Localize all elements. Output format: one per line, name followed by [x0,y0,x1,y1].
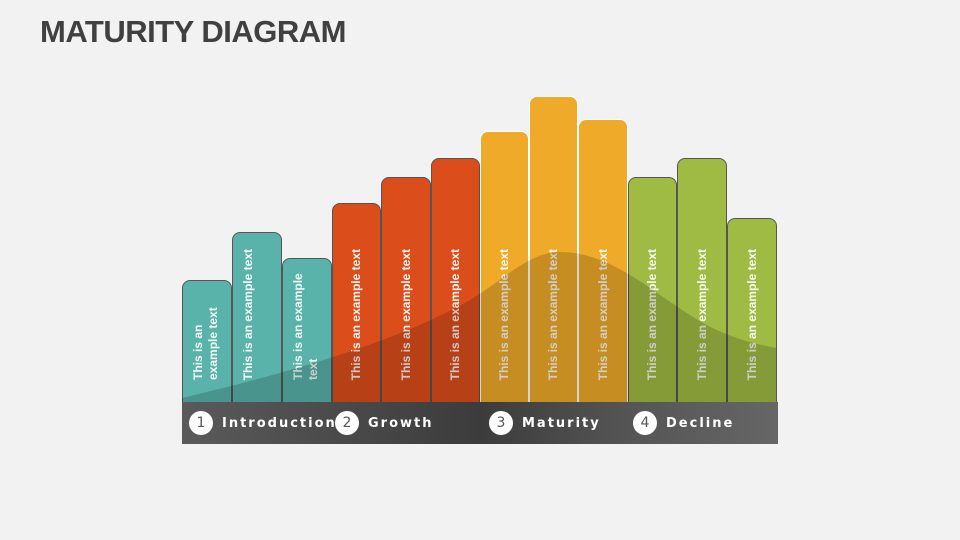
stage-number: 3 [489,411,513,435]
bar-maturity-3: This is an example text [578,119,628,402]
bar-decline-1: This is an example text [628,177,677,402]
bar-text: This is an example text [546,248,560,380]
bar-maturity-2: This is an example text [529,96,578,402]
stage-label: Growth [368,415,434,431]
stage-decline: 4 Decline [633,411,734,435]
bar-decline-2: This is an example text [677,158,727,402]
bar-decline-3: This is an example text [727,218,777,402]
stage-label: Maturity [522,415,601,431]
bar-text: This is an example text [645,248,659,380]
bar-text: This is an example text [497,248,511,380]
bar-introduction-1: This is an example text [182,280,232,402]
bar-text: This is an example text [694,248,709,380]
bar-introduction-2: This is an example text [232,232,282,402]
bar-growth-1: This is an example text [332,203,381,402]
bar-text: This is an example text [349,248,363,380]
stage-number: 1 [189,411,213,435]
stage-maturity: 3 Maturity [489,411,601,435]
bar-text: This is an example text [448,248,462,380]
stage-introduction: 1 Introduction [189,411,337,435]
stage-label: Decline [666,415,735,431]
stage-number: 2 [335,411,359,435]
bar-maturity-1: This is an example text [480,131,529,402]
stage-growth: 2 Growth [335,411,434,435]
bar-growth-3: This is an example text [431,158,480,402]
stage-strip: 1 Introduction 2 Growth 3 Maturity 4 Decline [182,402,778,444]
bar-growth-2: This is an example text [381,177,431,402]
page-title: MATURITY DIAGRAM [40,14,347,49]
bar-text: This is an example text [398,248,413,380]
bar-text: This is an example text [291,273,320,380]
bar-text: This is an example text [241,248,255,380]
bar-text: This is an example text [191,307,220,380]
stage-label: Introduction [222,415,337,431]
bar-introduction-3: This is an example text [282,258,332,402]
bar-text: This is an example text [595,248,610,380]
bar-text: This is an example text [744,248,759,380]
stage-number: 4 [633,411,657,435]
